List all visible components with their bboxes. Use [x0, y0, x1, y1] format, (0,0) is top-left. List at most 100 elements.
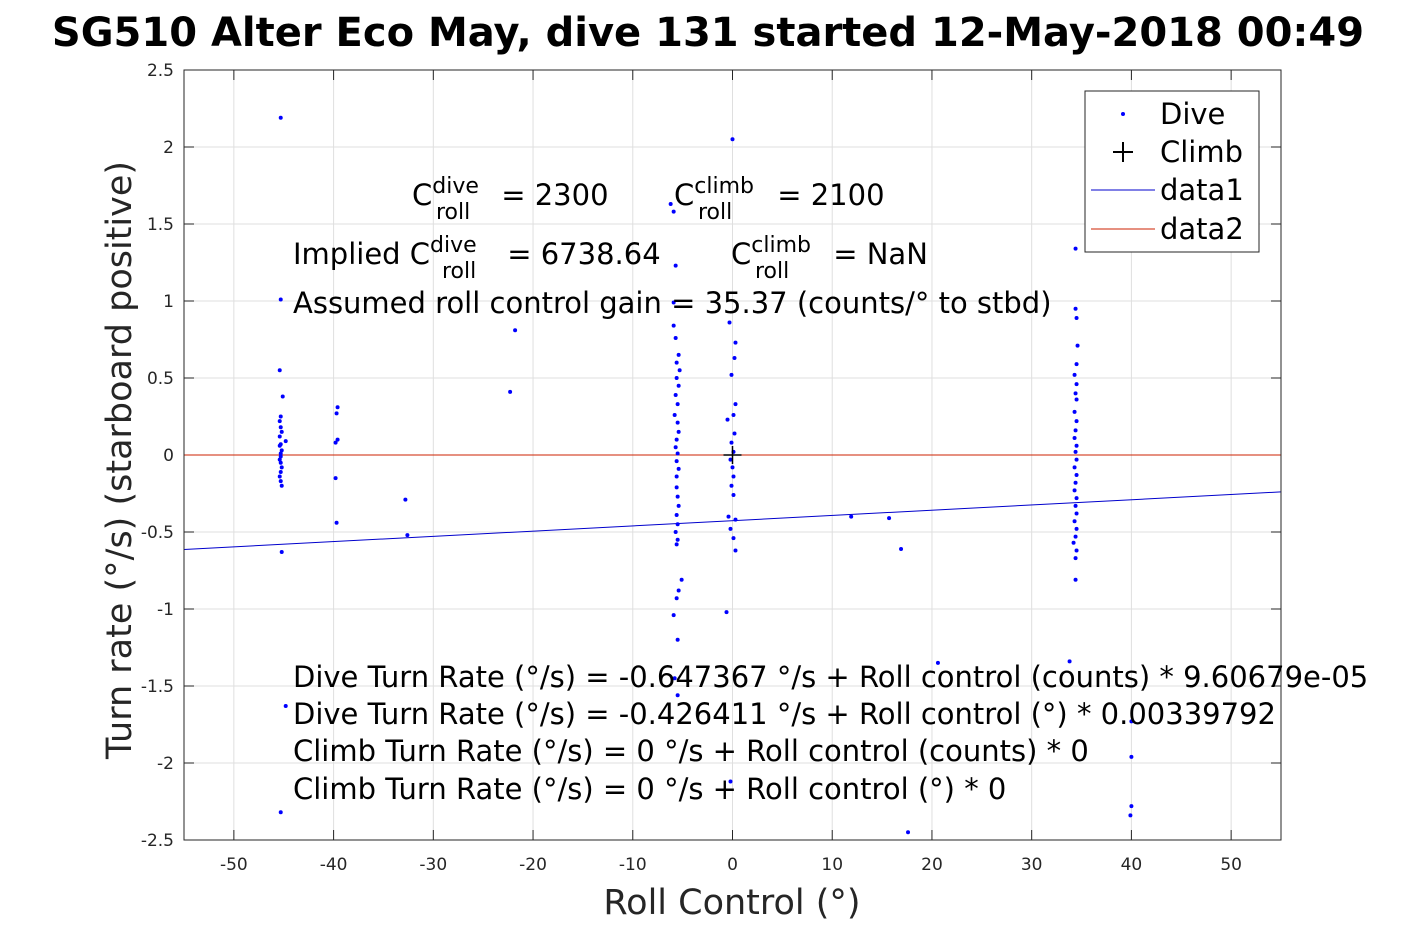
x-axis-label: Roll Control (°) — [603, 883, 860, 923]
dive-point — [675, 537, 680, 542]
dive-point — [278, 454, 283, 459]
dive-point — [674, 437, 679, 442]
dive-point — [727, 320, 732, 325]
dive-point — [675, 420, 680, 425]
dive-point — [1073, 480, 1078, 485]
dive-point — [935, 660, 940, 665]
dive-point — [278, 414, 283, 419]
dive-point — [1072, 372, 1077, 377]
legend-climb-label: Climb — [1160, 135, 1243, 169]
dive-point — [733, 402, 738, 407]
dive-point — [1074, 548, 1079, 553]
y-tick-label: -2 — [157, 754, 174, 774]
chart-title: SG510 Alter Eco May, dive 131 started 12… — [52, 10, 1364, 56]
dive-point — [733, 548, 738, 553]
y-tick-label: 0 — [163, 446, 174, 466]
dive-point — [676, 588, 681, 593]
c-climb-roll-annotation: Cclimb roll = 2100 — [674, 174, 885, 225]
dive-point — [1072, 409, 1077, 414]
dive-point — [676, 352, 681, 357]
implied-c-climb-annotation: Cclimb roll = NaN — [731, 233, 928, 284]
dive-point — [280, 394, 285, 399]
dive-point — [283, 439, 288, 444]
x-tick-label: -50 — [220, 855, 248, 875]
dive-point — [277, 419, 282, 424]
x-tick-label: 10 — [821, 855, 843, 875]
dive-point — [1073, 556, 1078, 561]
dive-point — [508, 389, 513, 394]
dive-point — [675, 402, 680, 407]
dive-point — [279, 448, 284, 453]
dive-point — [283, 704, 288, 709]
dive-point — [672, 412, 677, 417]
legend-box — [1084, 90, 1260, 253]
c-dive-roll-annotation: Cdive roll = 2300 — [412, 174, 609, 225]
fit-line-dive-counts: Dive Turn Rate (°/s) = -0.647367 °/s + R… — [293, 660, 1368, 694]
dive-point — [731, 536, 736, 541]
dive-point — [729, 483, 734, 488]
dive-point — [1072, 519, 1077, 524]
dive-point — [674, 513, 679, 518]
annotations: Cdive roll = 2300 Cclimb roll = 2100 Impli… — [293, 174, 1368, 806]
dive-point — [673, 530, 678, 534]
dive-point — [335, 437, 340, 442]
dive-point — [731, 474, 736, 479]
dive-point — [1129, 804, 1134, 809]
dive-point — [674, 542, 679, 547]
dive-point — [674, 459, 679, 464]
dive-point — [334, 520, 339, 525]
dive-point — [277, 474, 282, 479]
dive-point — [1072, 465, 1077, 470]
dive-point — [728, 457, 733, 462]
dive-point — [675, 522, 680, 527]
dive-point — [906, 830, 911, 835]
dive-point — [671, 300, 676, 305]
x-tick-label: -10 — [619, 855, 647, 875]
dive-point — [1073, 391, 1078, 396]
dive-point — [1129, 754, 1134, 759]
dive-point — [1074, 511, 1079, 516]
legend-data1-label: data1 — [1160, 173, 1244, 207]
dive-point — [278, 451, 283, 456]
dive-point — [1074, 457, 1079, 462]
legend: Dive Climb data1 data2 — [1084, 90, 1260, 253]
dive-point — [730, 465, 735, 470]
dive-point — [1129, 719, 1134, 724]
dive-point — [728, 526, 733, 531]
dive-point — [1074, 443, 1079, 448]
dive-point — [887, 516, 892, 521]
dive-point — [671, 613, 676, 618]
y-axis-label: Turn rate (°/s) (starboard positive) — [100, 161, 140, 760]
dive-point — [675, 494, 680, 499]
dive-point — [279, 429, 284, 434]
dive-point — [1072, 488, 1077, 493]
dive-point — [724, 610, 729, 615]
dive-point — [679, 577, 684, 582]
fit-line-climb-degrees: Climb Turn Rate (°/s) = 0 °/s + Roll con… — [293, 772, 1006, 806]
y-tick-label: -0.5 — [141, 523, 174, 543]
dive-point — [676, 503, 681, 508]
dive-point — [1074, 397, 1079, 402]
y-tick-label: -1.5 — [141, 677, 174, 697]
dive-point — [405, 533, 410, 538]
x-tick-label: 0 — [727, 855, 738, 875]
dive-point — [1074, 419, 1079, 424]
y-tick-label: -1 — [157, 600, 174, 620]
dive-point — [674, 596, 679, 601]
x-tick-label: 20 — [921, 855, 943, 875]
climb-point — [723, 446, 742, 464]
dive-point — [1074, 473, 1079, 478]
x-tick-label: 30 — [1021, 855, 1043, 875]
dive-point — [1074, 496, 1079, 501]
dive-point — [279, 483, 284, 488]
dive-point — [733, 340, 738, 345]
y-tick-label: 2.5 — [147, 61, 174, 81]
dive-point — [676, 466, 681, 471]
dive-point — [731, 493, 736, 498]
dive-point — [333, 476, 338, 481]
dive-point — [1073, 428, 1078, 433]
fit-line-climb-counts: Climb Turn Rate (°/s) = 0 °/s + Roll con… — [293, 734, 1089, 768]
dive-point — [1073, 306, 1078, 311]
dive-point — [675, 693, 680, 698]
